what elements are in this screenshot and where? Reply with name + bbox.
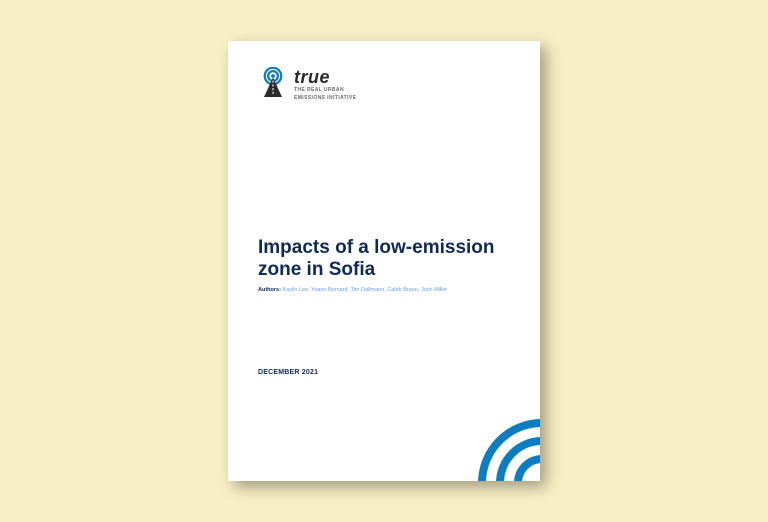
brand-tagline-line2: EMISSIONS INITIATIVE <box>294 96 356 102</box>
authors-label: Authors: <box>258 287 281 293</box>
report-date: DECEMBER 2021 <box>258 369 318 376</box>
brand-logo: true THE REAL URBAN EMISSIONS INITIATIVE <box>258 67 356 101</box>
report-title: Impacts of a low-emission zone in Sofia <box>258 237 506 282</box>
antenna-road-icon <box>258 67 288 97</box>
wifi-arcs-icon <box>472 413 540 481</box>
report-cover-page: true THE REAL URBAN EMISSIONS INITIATIVE… <box>228 41 540 481</box>
authors-names: Kaylin Lee, Yoann Bernard, Tim Dallmann,… <box>282 287 447 293</box>
authors-line: Authors: Kaylin Lee, Yoann Bernard, Tim … <box>258 287 506 293</box>
brand-tagline-line1: THE REAL URBAN <box>294 88 356 94</box>
brand-text: true THE REAL URBAN EMISSIONS INITIATIVE <box>294 68 356 101</box>
brand-wordmark: true <box>294 68 356 86</box>
